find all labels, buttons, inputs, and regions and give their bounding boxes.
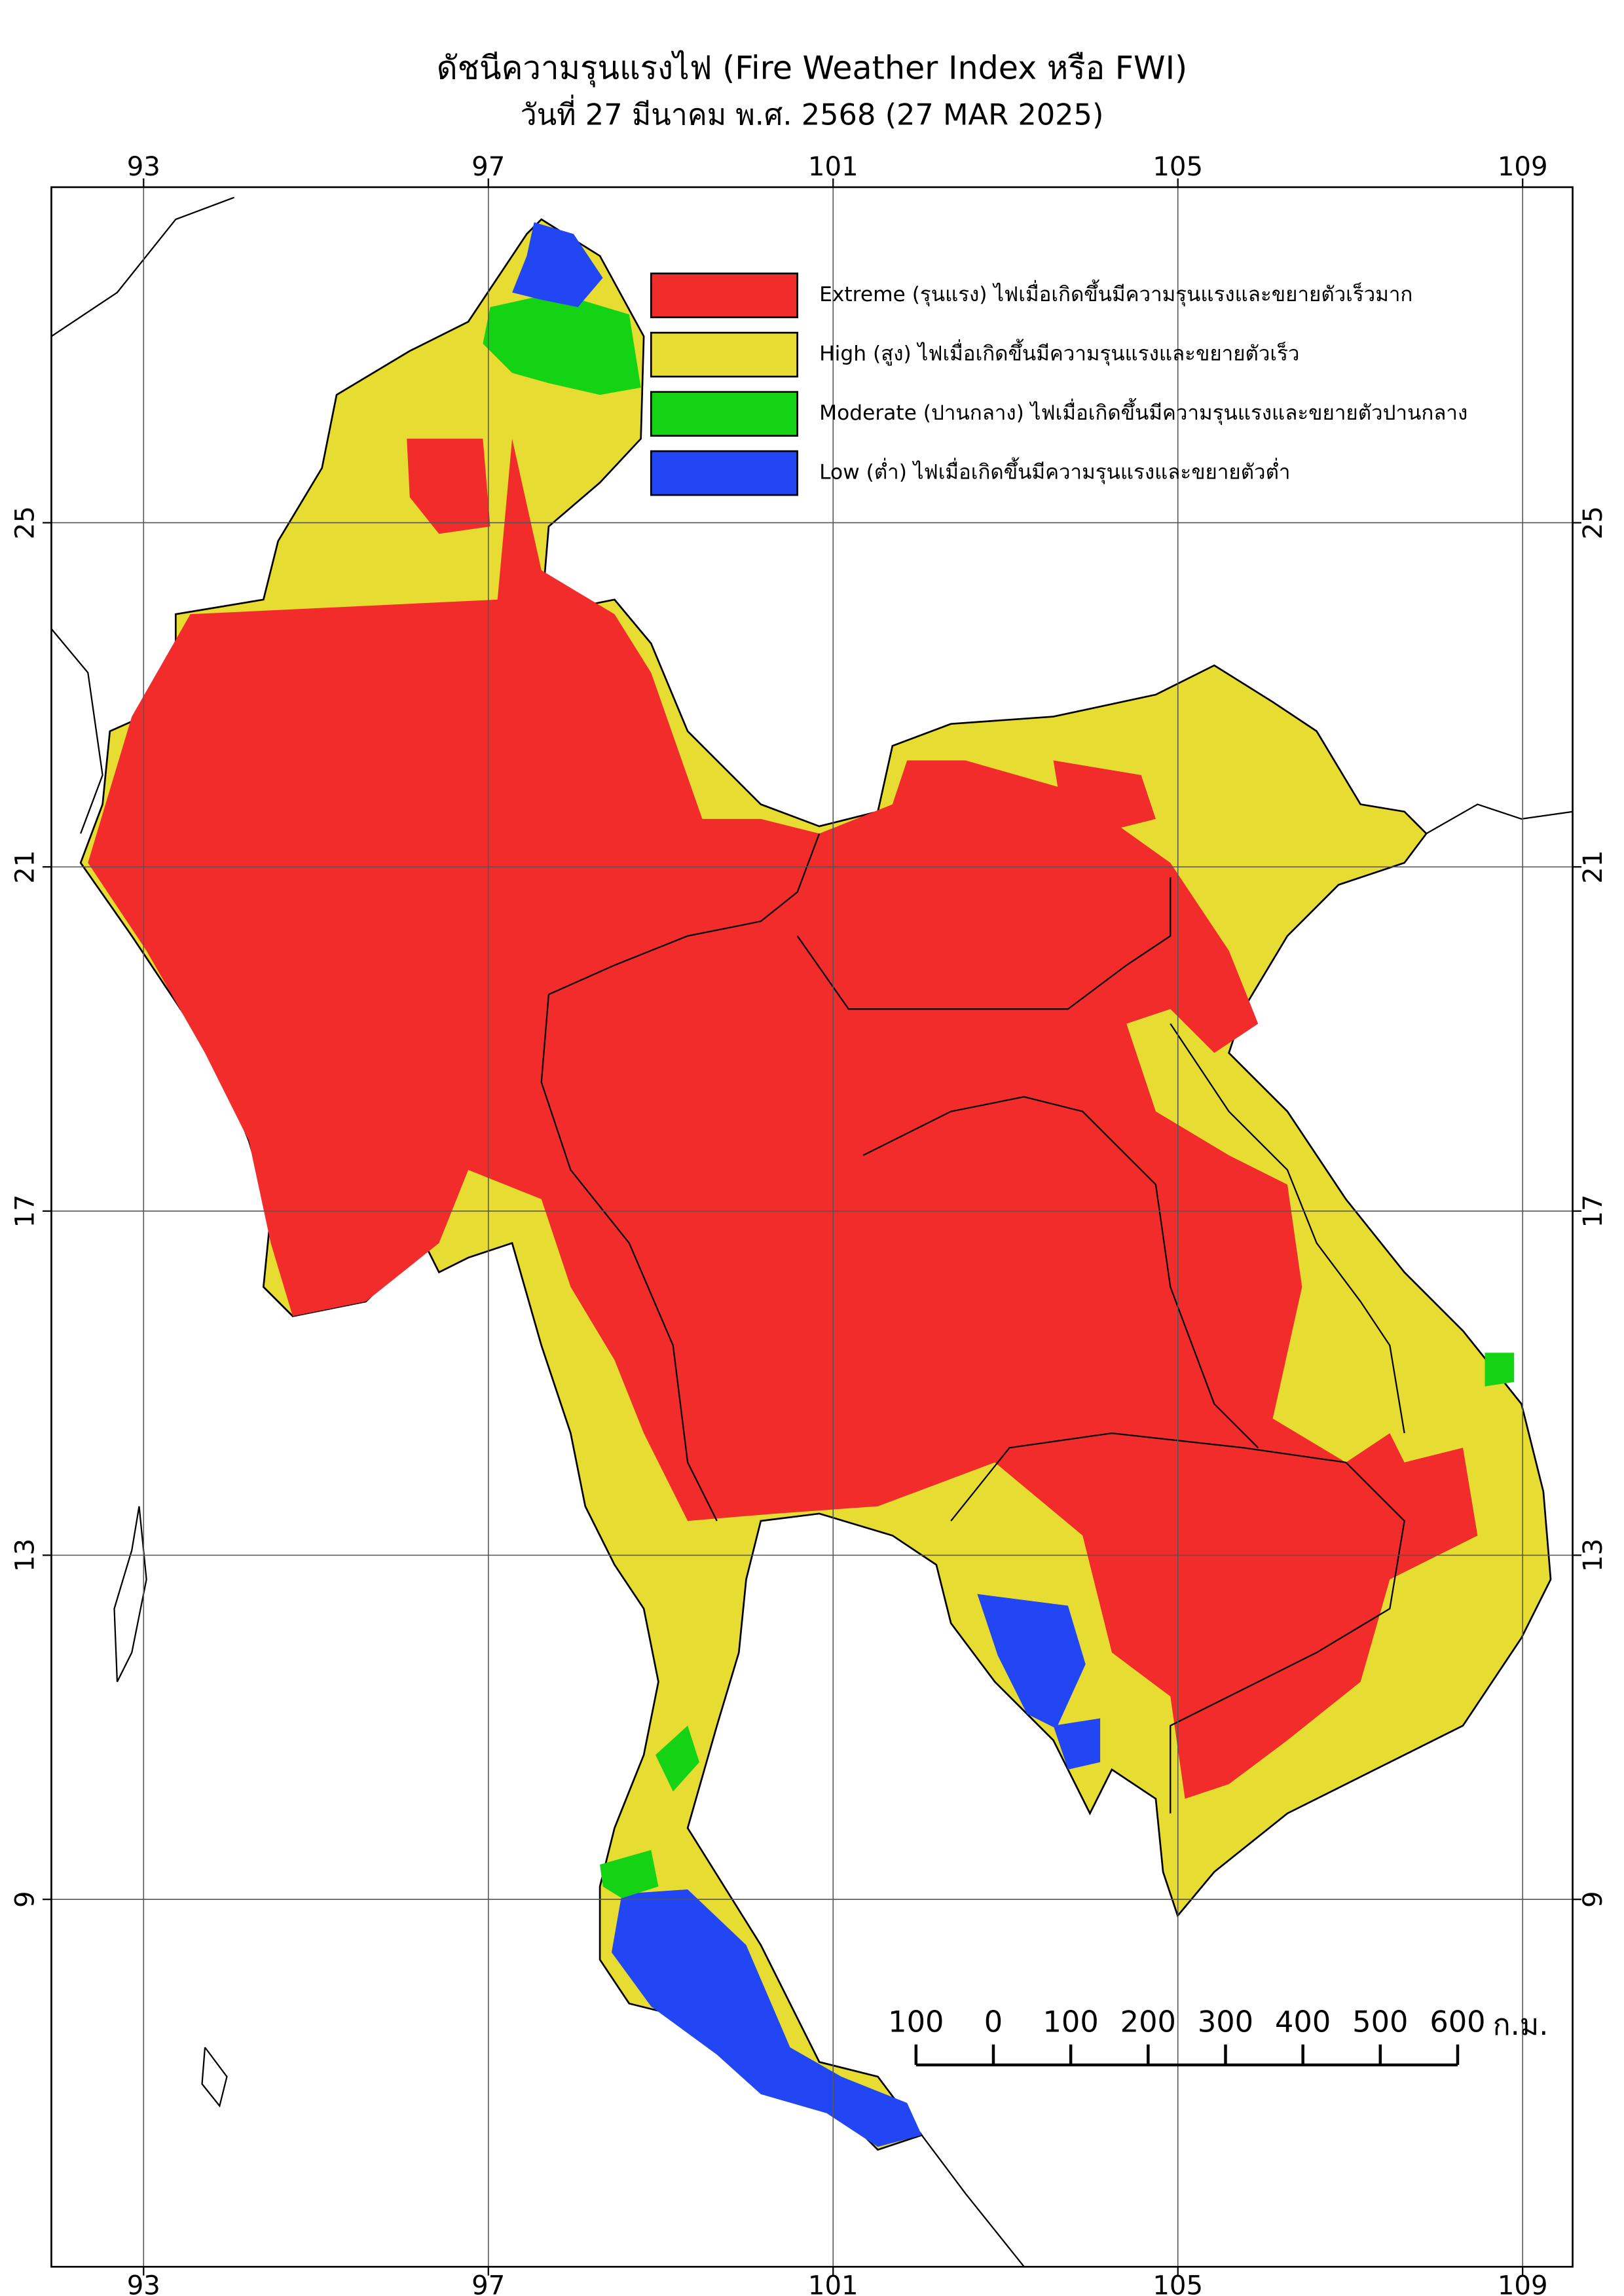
grid: 93 93 97 97 101 101 105 105 109 109 25 25 21 21 17 17 13…	[10, 152, 1608, 2296]
fwi-moderate-area	[600, 1850, 659, 1899]
lon-tick-label: 93	[127, 2271, 160, 2296]
scale-label: 300	[1198, 2005, 1253, 2039]
map-subtitle: วันที่ 27 มีนาคม พ.ศ. 2568 (27 MAR 2025)	[521, 95, 1104, 132]
border	[548, 833, 821, 995]
lon-tick-label: 101	[808, 2271, 858, 2296]
lon-tick-label: 109	[1498, 152, 1548, 182]
legend-swatch	[650, 450, 799, 496]
lat-tick-label: 21	[1578, 850, 1608, 884]
fwi-low-area	[611, 1889, 922, 2147]
scale-bar: 100 0 100 200 300 400 500 600 ก.ม.	[888, 2005, 1549, 2067]
map-title: ดัชนีความรุนแรงไฟ (Fire Weather Index หร…	[437, 49, 1187, 88]
country-borders	[540, 833, 1405, 1813]
scale-label: 200	[1120, 2005, 1176, 2039]
lon-tick-label: 109	[1498, 2271, 1548, 2296]
legend-swatch	[650, 391, 799, 437]
land	[50, 196, 1573, 2268]
legend-swatch	[650, 272, 799, 319]
lat-tick-label: 25	[1578, 506, 1608, 539]
border	[950, 1432, 1405, 1813]
coastline	[1426, 803, 1573, 835]
border	[1170, 1023, 1405, 1434]
fwi-moderate-area	[655, 1725, 700, 1792]
scale-label: 500	[1352, 2005, 1408, 2039]
lat-tick-label: 21	[10, 850, 40, 884]
lat-tick-label: 25	[10, 506, 40, 539]
island	[113, 1506, 147, 1683]
lon-tick-label: 105	[1153, 152, 1203, 182]
scale-label: 100	[888, 2005, 944, 2039]
lon-tick-label: 101	[808, 152, 858, 182]
lat-tick-label: 9	[1578, 1891, 1608, 1908]
fwi-moderate-area	[1485, 1353, 1515, 1387]
neighbor-coastlines	[50, 196, 1573, 2268]
lon-tick-label: 93	[127, 152, 160, 182]
scale-label: 400	[1275, 2005, 1331, 2039]
legend-swatch	[650, 331, 799, 378]
lat-tick-label: 9	[10, 1891, 40, 1908]
scale-label: 0	[984, 2005, 1003, 2039]
fwi-low-area	[977, 1594, 1086, 1729]
coastline	[50, 628, 103, 834]
lon-tick-label: 97	[471, 2271, 505, 2296]
coastline	[921, 2134, 1025, 2268]
scale-unit: ก.ม.	[1493, 2008, 1549, 2042]
legend: Extreme (รุนแรง) ไฟเมื่อเกิดขึ้นมีความรุ…	[650, 272, 1467, 496]
fwi-low-area	[512, 222, 603, 308]
map-frame	[50, 186, 1574, 2268]
fwi-moderate-area	[483, 292, 641, 395]
legend-label: Moderate (ปานกลาง) ไฟเมื่อเกิดขึ้นมีความ…	[819, 397, 1467, 426]
fwi-extreme-area	[407, 439, 490, 534]
legend-label: High (สูง) ไฟเมื่อเกิดขึ้นมีความรุนแรงแล…	[819, 338, 1299, 367]
lon-tick-label: 105	[1153, 2271, 1203, 2296]
lat-tick-label: 13	[10, 1539, 40, 1572]
legend-label: Extreme (รุนแรง) ไฟเมื่อเกิดขึ้นมีความรุ…	[819, 279, 1412, 307]
scale-label: 600	[1430, 2005, 1485, 2039]
fwi-extreme-area	[88, 439, 1478, 1799]
scale-label: 100	[1043, 2005, 1099, 2039]
lon-tick-label: 97	[471, 152, 505, 182]
lat-tick-label: 13	[1578, 1539, 1608, 1572]
lat-tick-label: 17	[1578, 1194, 1608, 1228]
fwi-low-area	[1053, 1718, 1101, 1770]
border	[862, 1096, 1259, 1449]
lat-tick-label: 17	[10, 1194, 40, 1228]
border	[796, 877, 1172, 1010]
border	[540, 994, 718, 1522]
island	[201, 2047, 228, 2108]
fwi-extreme-area	[1053, 760, 1156, 834]
coastline	[50, 196, 235, 337]
legend-label: Low (ต่ำ) ไฟเมื่อเกิดขึ้นมีความรุนแรงและ…	[819, 457, 1290, 485]
